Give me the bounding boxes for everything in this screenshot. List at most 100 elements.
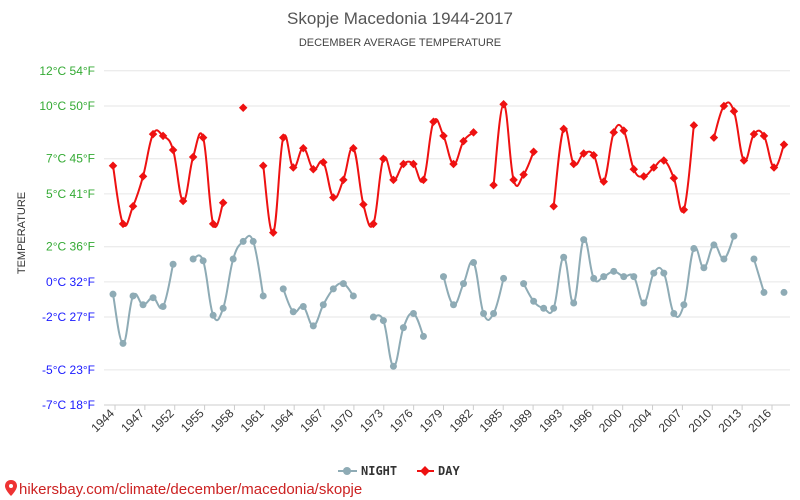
data-point-night[interactable] bbox=[389, 362, 397, 370]
data-point-day[interactable] bbox=[629, 165, 639, 174]
data-point-night[interactable] bbox=[139, 301, 147, 309]
data-point-night[interactable] bbox=[540, 304, 548, 312]
data-point-day[interactable] bbox=[108, 161, 118, 171]
data-point-night[interactable] bbox=[409, 310, 417, 318]
data-point-day[interactable] bbox=[118, 219, 128, 229]
data-point-night[interactable] bbox=[640, 299, 648, 307]
data-point-day[interactable] bbox=[178, 196, 188, 206]
data-point-day[interactable] bbox=[309, 165, 318, 174]
data-point-day[interactable] bbox=[128, 201, 138, 211]
data-point-night[interactable] bbox=[580, 236, 588, 244]
data-point-night[interactable] bbox=[560, 253, 568, 261]
data-point-day[interactable] bbox=[339, 175, 348, 185]
data-point-night[interactable] bbox=[460, 280, 468, 288]
data-point-night[interactable] bbox=[500, 274, 508, 282]
data-point-night[interactable] bbox=[399, 324, 407, 332]
data-point-night[interactable] bbox=[369, 313, 377, 321]
data-point-night[interactable] bbox=[620, 273, 628, 281]
data-point-night[interactable] bbox=[299, 302, 307, 310]
data-point-day[interactable] bbox=[469, 128, 478, 137]
data-point-day[interactable] bbox=[379, 154, 388, 163]
data-point-night[interactable] bbox=[309, 322, 317, 330]
data-point-day[interactable] bbox=[509, 175, 518, 185]
data-point-day[interactable] bbox=[238, 103, 248, 112]
data-point-day[interactable] bbox=[569, 159, 578, 169]
data-point-day[interactable] bbox=[709, 133, 719, 142]
data-point-night[interactable] bbox=[680, 301, 688, 309]
footer-url[interactable]: hikersbay.com/climate/december/macedonia… bbox=[19, 481, 362, 498]
data-point-night[interactable] bbox=[780, 288, 788, 296]
data-point-night[interactable] bbox=[189, 255, 197, 263]
data-point-night[interactable] bbox=[690, 244, 698, 252]
data-point-night[interactable] bbox=[610, 267, 618, 275]
data-point-day[interactable] bbox=[519, 170, 528, 179]
data-point-day[interactable] bbox=[779, 140, 789, 149]
data-point-night[interactable] bbox=[149, 294, 157, 302]
data-point-night[interactable] bbox=[630, 273, 638, 281]
data-point-day[interactable] bbox=[198, 133, 208, 142]
data-point-day[interactable] bbox=[138, 172, 148, 181]
data-point-day[interactable] bbox=[459, 136, 468, 146]
data-point-night[interactable] bbox=[590, 274, 598, 282]
data-point-night[interactable] bbox=[129, 292, 137, 300]
data-point-night[interactable] bbox=[470, 259, 478, 267]
data-point-night[interactable] bbox=[199, 257, 207, 265]
legend-item-day[interactable]: DAY bbox=[417, 464, 460, 478]
data-point-day[interactable] bbox=[349, 143, 358, 153]
data-point-day[interactable] bbox=[409, 159, 418, 169]
data-point-night[interactable] bbox=[279, 285, 287, 293]
data-point-day[interactable] bbox=[389, 175, 398, 185]
data-point-day[interactable] bbox=[258, 161, 268, 171]
data-point-day[interactable] bbox=[319, 158, 328, 167]
data-point-night[interactable] bbox=[730, 232, 738, 240]
footer-link[interactable]: hikersbay.com/climate/december/macedonia… bbox=[5, 480, 362, 498]
data-point-night[interactable] bbox=[530, 297, 538, 305]
legend[interactable]: NIGHT DAY bbox=[338, 464, 460, 478]
data-point-night[interactable] bbox=[229, 255, 237, 263]
data-point-night[interactable] bbox=[660, 269, 668, 277]
data-point-day[interactable] bbox=[669, 173, 679, 183]
data-point-day[interactable] bbox=[439, 131, 448, 141]
data-point-day[interactable] bbox=[208, 219, 218, 229]
data-point-day[interactable] bbox=[369, 219, 378, 229]
data-point-night[interactable] bbox=[450, 301, 458, 309]
data-point-night[interactable] bbox=[109, 290, 117, 298]
data-point-day[interactable] bbox=[148, 129, 158, 139]
data-point-night[interactable] bbox=[339, 280, 347, 288]
data-point-night[interactable] bbox=[259, 292, 267, 300]
data-point-day[interactable] bbox=[619, 126, 629, 135]
data-point-night[interactable] bbox=[239, 237, 247, 245]
data-point-day[interactable] bbox=[168, 145, 178, 155]
data-point-night[interactable] bbox=[720, 255, 728, 263]
data-point-night[interactable] bbox=[650, 269, 658, 277]
data-point-day[interactable] bbox=[218, 198, 228, 207]
data-point-night[interactable] bbox=[750, 255, 758, 263]
data-point-night[interactable] bbox=[379, 317, 387, 325]
data-point-day[interactable] bbox=[359, 200, 368, 209]
data-point-night[interactable] bbox=[219, 304, 227, 312]
data-point-day[interactable] bbox=[289, 163, 298, 172]
legend-item-night[interactable]: NIGHT bbox=[338, 464, 397, 478]
data-point-night[interactable] bbox=[670, 310, 678, 318]
data-point-night[interactable] bbox=[159, 302, 167, 310]
data-point-day[interactable] bbox=[188, 152, 198, 162]
data-point-night[interactable] bbox=[419, 332, 427, 340]
data-point-day[interactable] bbox=[429, 117, 438, 127]
data-point-day[interactable] bbox=[529, 147, 538, 156]
data-point-night[interactable] bbox=[319, 301, 327, 309]
data-point-day[interactable] bbox=[549, 201, 558, 211]
data-point-day[interactable] bbox=[449, 159, 458, 169]
data-point-night[interactable] bbox=[550, 304, 558, 312]
data-point-day[interactable] bbox=[399, 159, 408, 169]
data-point-day[interactable] bbox=[299, 143, 308, 153]
data-point-night[interactable] bbox=[480, 310, 488, 318]
data-point-night[interactable] bbox=[570, 299, 578, 307]
data-point-night[interactable] bbox=[710, 241, 718, 249]
data-point-night[interactable] bbox=[760, 288, 768, 296]
data-point-day[interactable] bbox=[639, 172, 649, 181]
data-point-night[interactable] bbox=[439, 273, 447, 281]
data-point-day[interactable] bbox=[268, 228, 278, 237]
data-point-night[interactable] bbox=[349, 292, 357, 300]
data-point-night[interactable] bbox=[169, 260, 177, 268]
data-point-night[interactable] bbox=[700, 264, 708, 272]
